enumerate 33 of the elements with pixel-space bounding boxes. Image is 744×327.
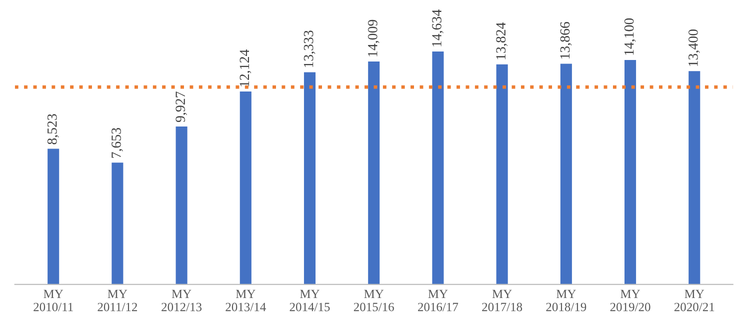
bar	[432, 52, 444, 284]
data-label: 13,824	[496, 22, 508, 60]
data-label: 12,124	[240, 50, 252, 86]
x-tick-label: MY 2011/12	[98, 290, 138, 312]
x-tick-label: MY 2016/17	[418, 290, 458, 312]
data-label: 14,634	[432, 10, 444, 46]
x-tick-label: MY 2012/13	[162, 290, 202, 312]
bar	[48, 148, 60, 284]
bar	[112, 162, 124, 284]
bar	[624, 60, 636, 284]
x-tick-label: MY 2019/20	[610, 290, 650, 312]
data-label: 13,866	[560, 22, 572, 59]
data-label: 13,333	[304, 30, 316, 68]
bar	[368, 61, 380, 284]
x-tick-label: MY 2010/11	[34, 290, 73, 312]
bar	[560, 64, 572, 284]
bar	[496, 64, 508, 284]
x-tick-label: MY 2014/15	[290, 290, 330, 312]
data-label: 14,009	[368, 20, 380, 56]
x-tick-label: MY 2020/21	[674, 290, 714, 312]
data-label: 8,523	[47, 114, 59, 144]
data-label: 13,400	[688, 30, 700, 66]
bar	[304, 72, 316, 284]
bar	[688, 71, 700, 284]
bar	[176, 126, 188, 284]
x-tick-label: MY 2017/18	[482, 290, 522, 312]
data-label: 14,100	[624, 18, 636, 55]
x-tick-label: MY 2013/14	[226, 290, 266, 312]
bar	[240, 91, 252, 284]
data-label: 9,927	[176, 92, 188, 122]
x-tick-label: MY 2015/16	[354, 290, 394, 312]
x-tick-label: MY 2018/19	[546, 290, 586, 312]
data-label: 7,653	[112, 128, 123, 158]
